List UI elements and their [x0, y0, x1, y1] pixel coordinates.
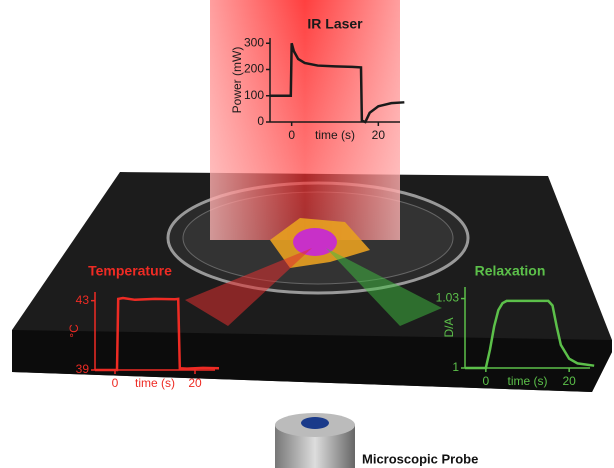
y-axis-label: Power (mW)	[230, 47, 244, 114]
x-tick-label: 20	[562, 374, 576, 388]
probe-label: Microscopic Probe	[362, 451, 478, 466]
objective-lens	[301, 417, 329, 429]
x-axis-label: time (s)	[508, 374, 548, 388]
y-tick-label: 39	[76, 362, 90, 376]
y-tick-label: 43	[76, 293, 90, 307]
x-tick-label: 20	[188, 376, 202, 390]
laser-beam-edge	[210, 0, 400, 240]
x-tick-label: 20	[372, 128, 386, 142]
y-axis-label: D/A	[442, 317, 456, 337]
x-tick-label: 0	[482, 374, 489, 388]
y-tick-label: 100	[244, 88, 264, 102]
x-axis-label: time (s)	[315, 128, 355, 142]
chart-title: Temperature	[88, 263, 172, 279]
y-tick-label: 200	[244, 62, 264, 76]
y-tick-label: 1	[452, 360, 459, 374]
y-axis-label: °C	[67, 324, 81, 338]
x-axis-label: time (s)	[135, 376, 175, 390]
y-tick-label: 0	[257, 114, 264, 128]
y-tick-label: 1.03	[436, 291, 460, 305]
chart-title: Relaxation	[475, 263, 546, 279]
x-tick-label: 0	[112, 376, 119, 390]
y-tick-label: 300	[244, 35, 264, 49]
figure: Microscopic Probe 0100200300020time (s)P…	[0, 0, 614, 468]
chart-title: IR Laser	[307, 16, 363, 32]
x-tick-label: 0	[288, 128, 295, 142]
